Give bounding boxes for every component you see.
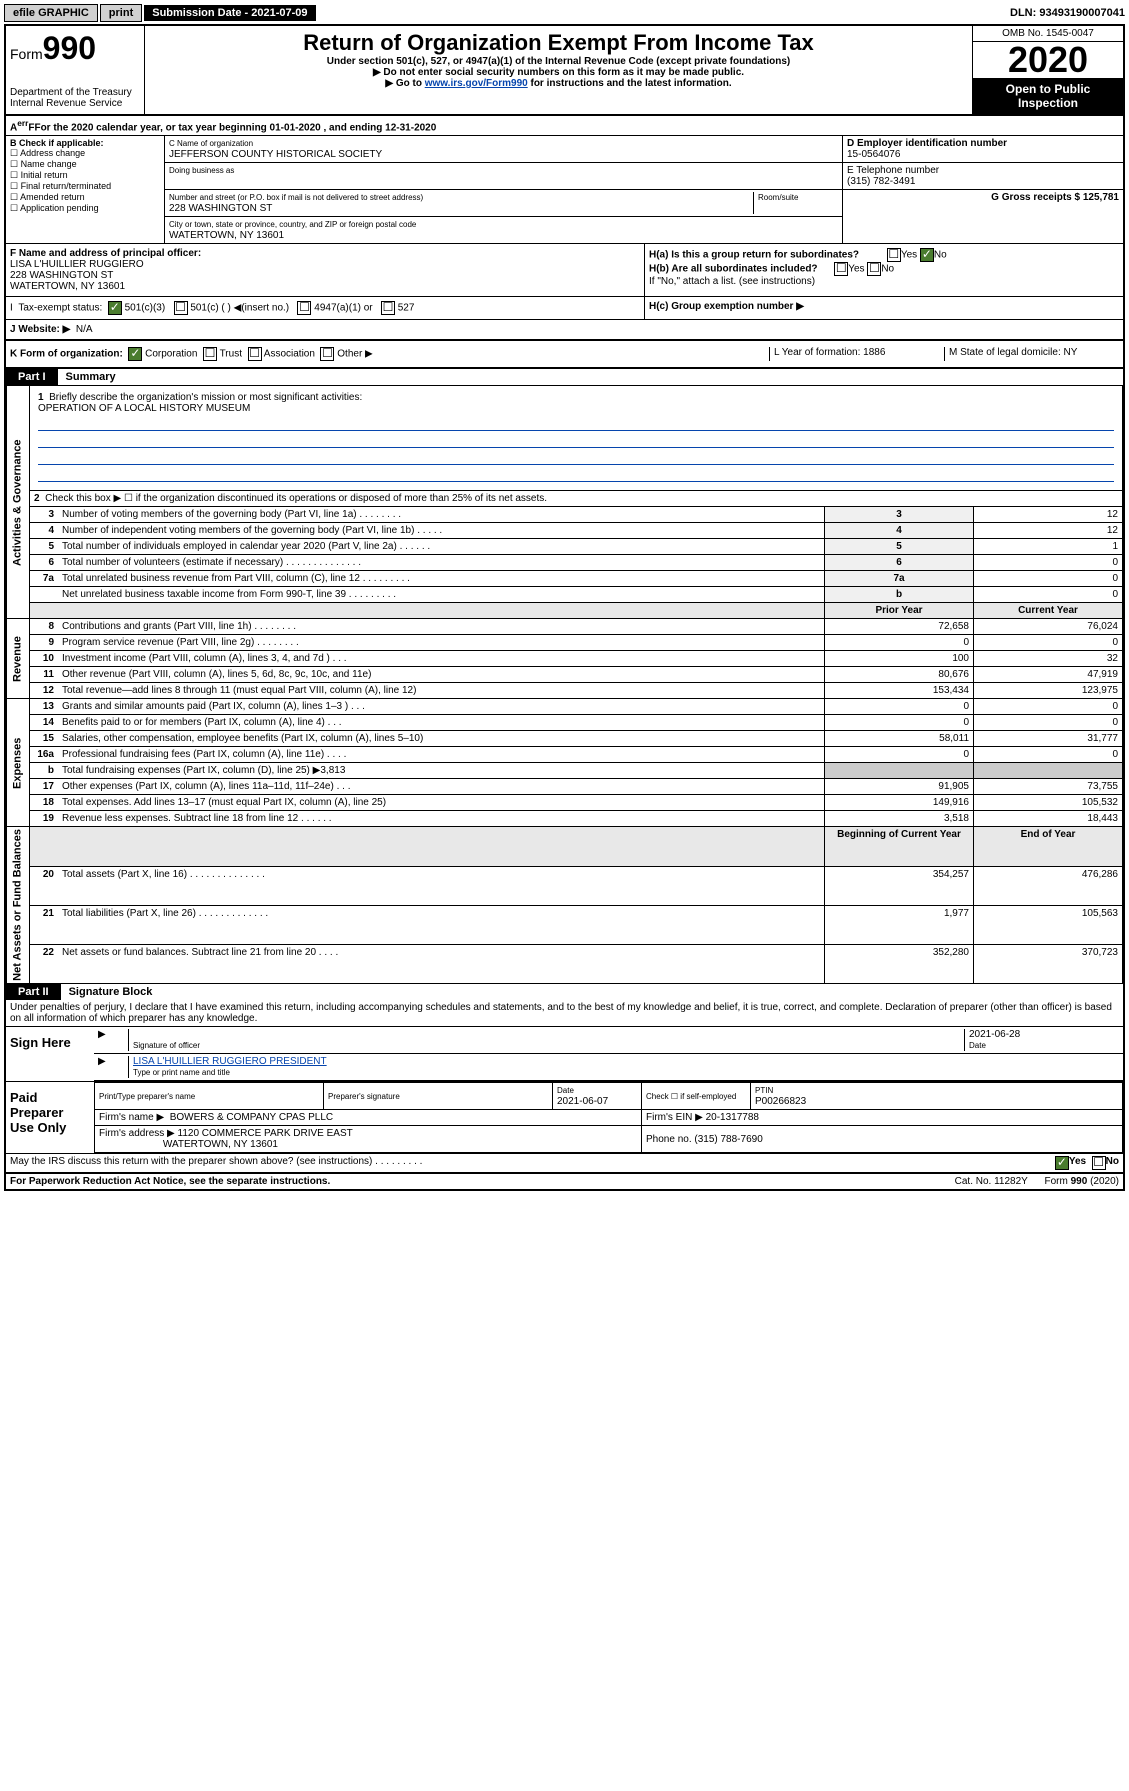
- preparer-table: Print/Type preparer's name Preparer's si…: [94, 1082, 1123, 1153]
- box-h: H(a) Is this a group return for subordin…: [644, 244, 1123, 296]
- box-deg: D Employer identification number15-05640…: [842, 136, 1123, 243]
- chk-501c3[interactable]: ✓: [108, 301, 122, 315]
- box-b: B Check if applicable: ☐ Address change …: [6, 136, 165, 243]
- website-row: J Website: ▶ N/A: [6, 320, 1123, 339]
- chk-name[interactable]: ☐ Name change: [10, 159, 160, 170]
- part1-header: Part I Summary: [6, 369, 1123, 385]
- dln: DLN: 93493190007041: [1010, 7, 1125, 19]
- exp-header: Expenses: [7, 699, 30, 827]
- declaration: Under penalties of perjury, I declare th…: [6, 1000, 1123, 1027]
- box-l: L Year of formation: 1886: [769, 347, 944, 361]
- chk-final[interactable]: ☐ Final return/terminated: [10, 181, 160, 192]
- box-k: K Form of organization: ✓ Corporation ☐ …: [10, 347, 769, 361]
- net-header: Net Assets or Fund Balances: [7, 827, 30, 984]
- header-left: Form990 Department of the Treasury Inter…: [6, 26, 145, 114]
- summary-table: Activities & Governance 1 Briefly descri…: [6, 385, 1123, 984]
- header-title: Return of Organization Exempt From Incom…: [145, 26, 972, 114]
- box-hc: H(c) Group exemption number ▶: [644, 297, 1123, 319]
- paid-preparer-label: Paid Preparer Use Only: [6, 1082, 94, 1153]
- footer-row: For Paperwork Reduction Act Notice, see …: [6, 1172, 1123, 1189]
- chk-pending[interactable]: ☐ Application pending: [10, 203, 160, 214]
- rev-header: Revenue: [7, 619, 30, 699]
- submission-date: Submission Date - 2021-07-09: [144, 5, 315, 21]
- form990-link[interactable]: www.irs.gov/Form990: [425, 78, 528, 89]
- chk-amended[interactable]: ☐ Amended return: [10, 192, 160, 203]
- chk-initial[interactable]: ☐ Initial return: [10, 170, 160, 181]
- gov-header: Activities & Governance: [7, 386, 30, 619]
- top-bar: efile GRAPHIC print Submission Date - 20…: [4, 4, 1125, 22]
- efile-btn[interactable]: efile GRAPHIC: [4, 4, 98, 22]
- box-f: F Name and address of principal officer:…: [6, 244, 644, 296]
- form-container: Form990 Department of the Treasury Inter…: [4, 24, 1125, 1191]
- sign-here-label: Sign Here: [6, 1027, 94, 1081]
- box-c: C Name of organizationJEFFERSON COUNTY H…: [165, 136, 842, 243]
- discuss-row: May the IRS discuss this return with the…: [6, 1153, 1123, 1172]
- period-row: AerrFFor the 2020 calendar year, or tax …: [6, 116, 1123, 136]
- header-right: OMB No. 1545-0047 2020 Open to Public In…: [972, 26, 1123, 114]
- chk-address[interactable]: ☐ Address change: [10, 148, 160, 159]
- part2-header: Part II Signature Block: [6, 984, 1123, 1000]
- tax-exempt-row: I Tax-exempt status: ✓ 501(c)(3) ☐ 501(c…: [6, 297, 644, 319]
- print-btn[interactable]: print: [100, 4, 142, 22]
- box-m: M State of legal domicile: NY: [944, 347, 1119, 361]
